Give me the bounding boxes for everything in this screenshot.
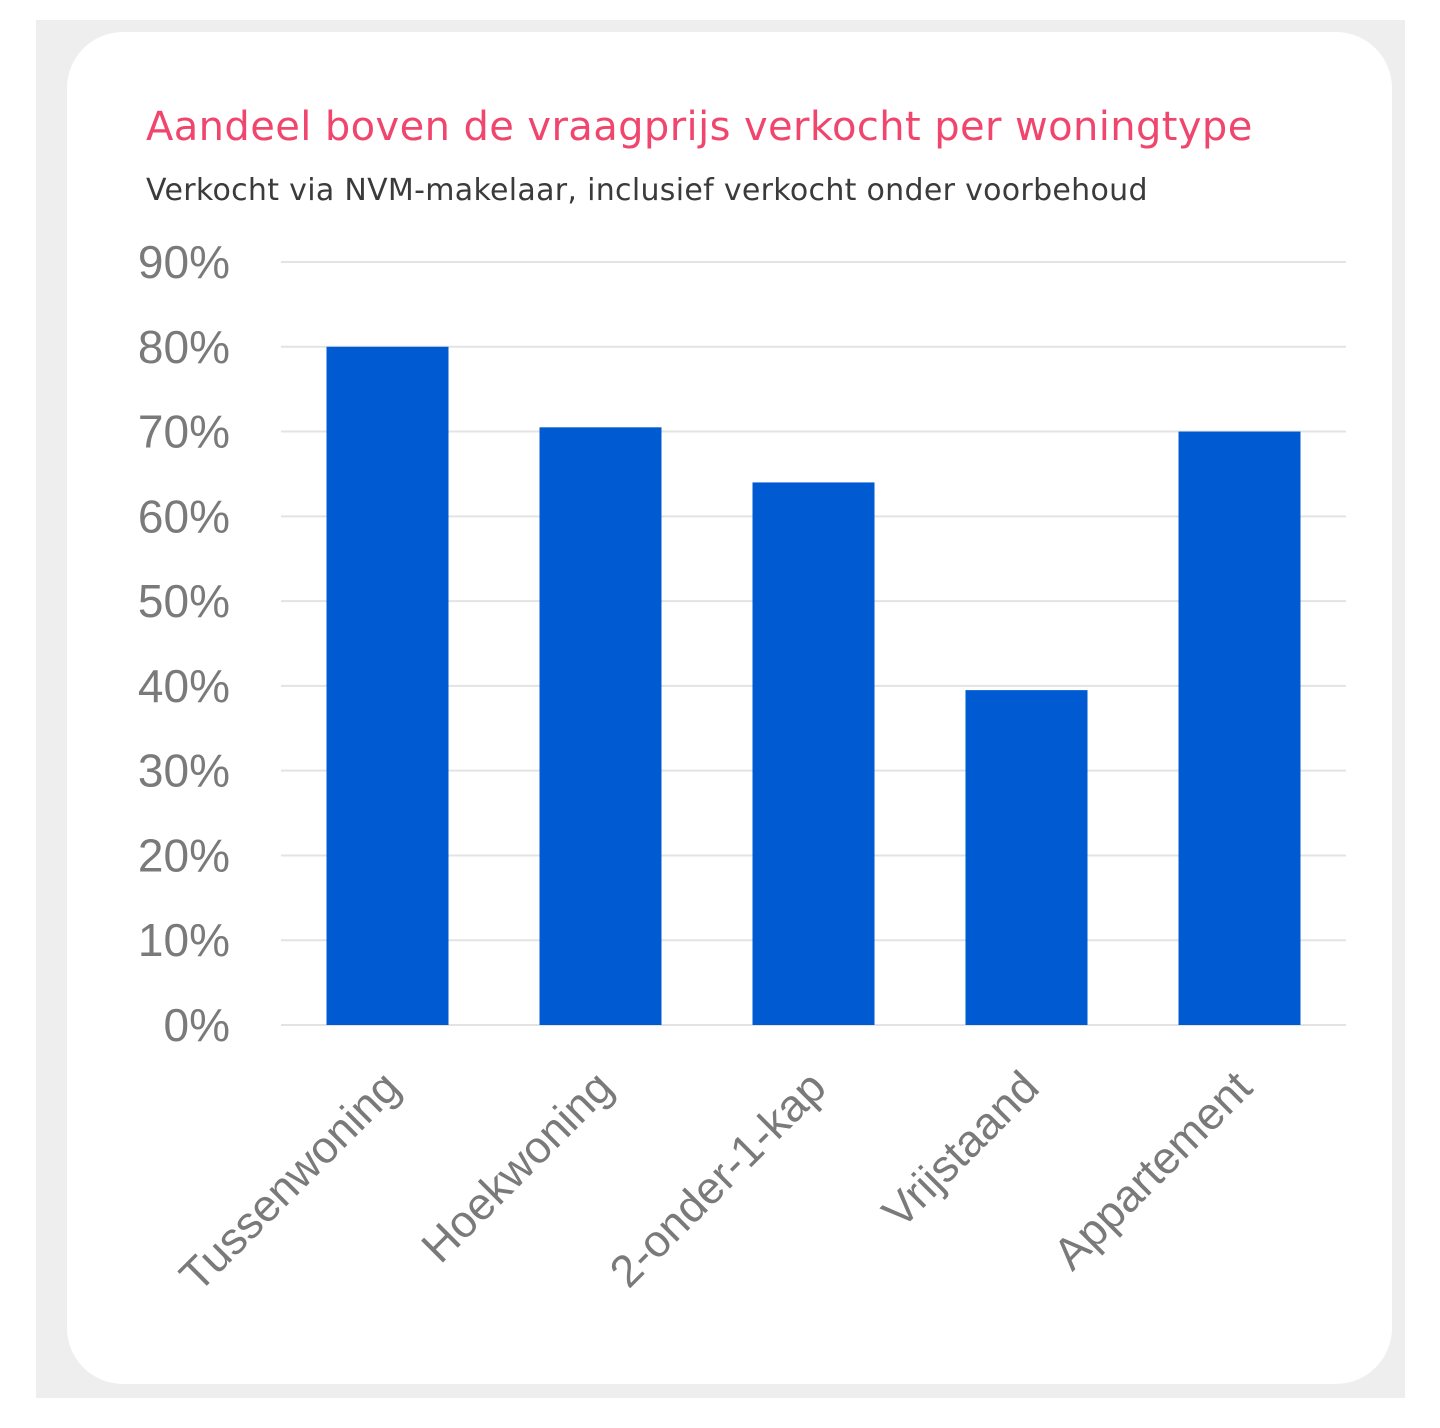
y-tick-label: 30% (138, 745, 230, 797)
chart-card: Aandeel boven de vraagprijs verkocht per… (67, 32, 1392, 1384)
chart-title: Aandeel boven de vraagprijs verkocht per… (146, 104, 1253, 150)
bar (326, 346, 449, 1025)
y-tick-label: 0% (164, 999, 230, 1051)
y-tick-label: 50% (138, 575, 230, 627)
bar (1178, 431, 1301, 1025)
x-category-label: 2-onder-1-kap (600, 1061, 836, 1297)
x-category-label: Appartement (1043, 1061, 1262, 1280)
y-tick-label: 10% (138, 914, 230, 966)
x-category-label: Tussenwoning (169, 1061, 409, 1301)
y-axis-tick-labels: 0% 10% 20% 30% 40% 50% 60% 70% 80% 90% (138, 236, 230, 1051)
x-category-label: Hoekwoning (411, 1061, 622, 1272)
bars (326, 346, 1301, 1026)
bar (965, 690, 1088, 1025)
y-tick-label: 90% (138, 236, 230, 288)
y-tick-label: 40% (138, 660, 230, 712)
y-tick-label: 20% (138, 829, 230, 881)
bar (539, 427, 662, 1026)
chart-frame: Aandeel boven de vraagprijs verkocht per… (36, 20, 1405, 1398)
y-tick-label: 60% (138, 490, 230, 542)
x-category-label: Vrijstaand (872, 1061, 1048, 1237)
chart-subtitle: Verkocht via NVM-makelaar, inclusief ver… (146, 173, 1148, 208)
bar (752, 482, 875, 1025)
y-tick-label: 80% (138, 321, 230, 373)
y-tick-label: 70% (138, 406, 230, 458)
